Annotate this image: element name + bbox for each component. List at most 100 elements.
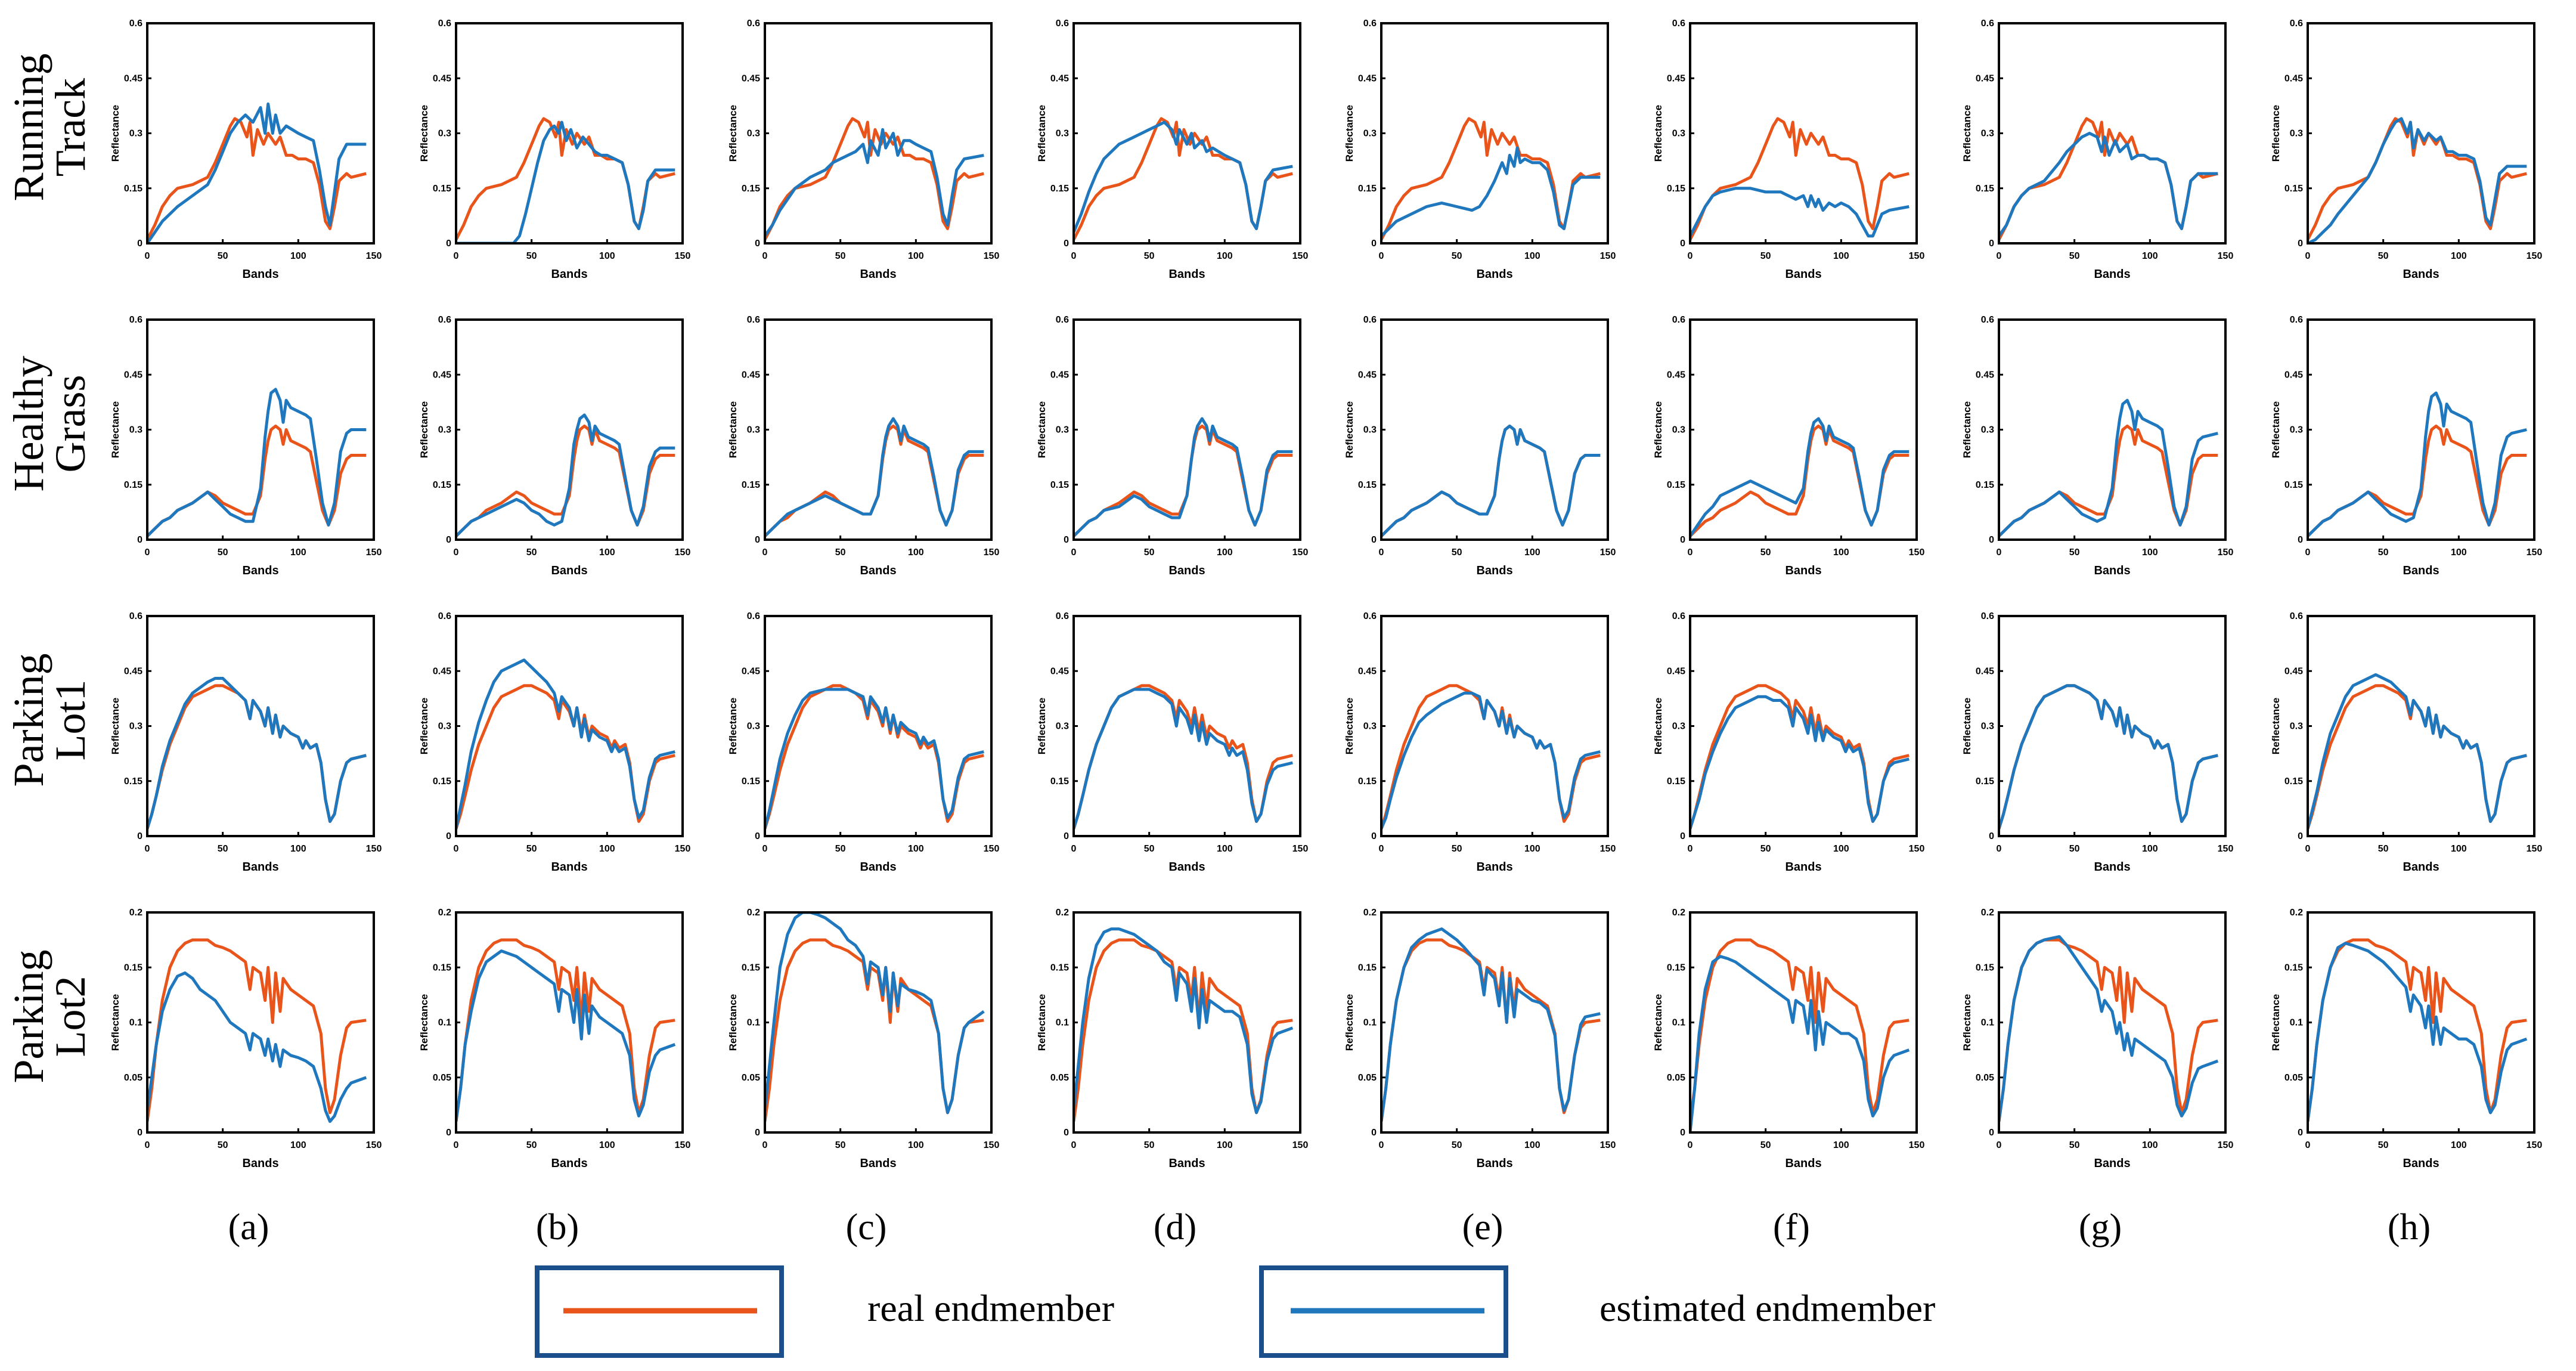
y-tick-label: 0.3	[438, 722, 451, 732]
y-tick-label: 0.15	[124, 184, 142, 194]
y-tick-label: 0.15	[742, 184, 760, 194]
y-tick-label: 0.3	[129, 129, 142, 139]
real-endmember-line	[1691, 938, 1909, 1122]
row-labels: RunningTrackHealthyGrassParkingLot1Parki…	[5, 53, 94, 1083]
spectrum-panel: 0 50 100 150 0 0.05 0.1 0.15 0.2 Bands Reflectance	[1036, 908, 1308, 1170]
y-axis-label: Reflectance	[1961, 105, 1973, 162]
x-axis-label: Bands	[1476, 861, 1512, 874]
x-tick-label: 150	[1909, 251, 1925, 261]
spectrum-panel: 0 50 100 150 0 0.15 0.3 0.45 0.6 Bands Reflectance	[1036, 611, 1308, 874]
x-axis-label: Bands	[2403, 268, 2439, 281]
y-tick-label: 0.45	[1050, 370, 1069, 380]
x-axis-label: Bands	[551, 564, 587, 577]
y-axis-label: Reflectance	[419, 994, 430, 1051]
x-axis-label: Bands	[860, 861, 896, 874]
x-axis-label: Bands	[1785, 1157, 1821, 1170]
x-tick-label: 150	[366, 547, 382, 558]
x-tick-label: 0	[1379, 251, 1384, 261]
x-tick-label: 150	[1292, 251, 1309, 261]
y-tick-label: 0.6	[129, 18, 142, 29]
plot-frame	[1689, 318, 1918, 541]
y-axis-label: Reflectance	[1344, 698, 1355, 754]
x-tick-label: 0	[1071, 1140, 1077, 1150]
y-tick-label: 0.15	[742, 963, 760, 973]
x-tick-label: 0	[1997, 1140, 2002, 1150]
y-tick-label: 0.45	[433, 666, 451, 676]
y-axis-label: Reflectance	[419, 105, 430, 162]
row-label-line: Running	[5, 53, 52, 201]
row-label: ParkingLot2	[5, 950, 94, 1084]
y-tick-label: 0.6	[438, 611, 451, 621]
y-tick-label: 0.15	[1358, 963, 1377, 973]
spectrum-panel: 0 50 100 150 0 0.15 0.3 0.45 0.6 Bands Reflectance	[1344, 18, 1616, 281]
y-tick-label: 0.6	[129, 611, 142, 621]
x-tick-label: 50	[218, 1140, 228, 1150]
column-label: (a)	[228, 1207, 269, 1248]
estimated-endmember-line	[766, 688, 984, 830]
y-tick-label: 0	[755, 535, 760, 545]
x-tick-label: 50	[2069, 251, 2080, 261]
x-tick-label: 50	[1760, 251, 1771, 261]
x-tick-label: 100	[290, 251, 306, 261]
x-tick-label: 150	[2218, 251, 2234, 261]
y-tick-label: 0	[1371, 239, 1377, 249]
y-tick-label: 0.05	[742, 1073, 760, 1083]
x-tick-label: 150	[675, 547, 691, 558]
y-tick-label: 0.6	[438, 18, 451, 29]
x-tick-label: 50	[1760, 547, 1771, 558]
x-axis-label: Bands	[551, 268, 587, 281]
y-tick-label: 0.6	[747, 315, 760, 325]
x-axis-label: Bands	[1476, 1157, 1512, 1170]
y-tick-label: 0.15	[742, 480, 760, 490]
y-tick-label: 0.15	[1358, 184, 1377, 194]
x-tick-label: 150	[366, 844, 382, 854]
y-tick-label: 0.1	[129, 1018, 142, 1028]
x-axis-label: Bands	[1168, 268, 1205, 281]
estimated-endmember-line	[457, 120, 675, 242]
x-tick-label: 150	[984, 251, 1000, 261]
y-tick-label: 0.05	[1976, 1073, 1994, 1083]
y-tick-label: 0.6	[1056, 315, 1069, 325]
spectrum-panel: 0 50 100 150 0 0.15 0.3 0.45 0.6 Bands Reflectance	[2270, 611, 2542, 874]
y-tick-label: 0.15	[1050, 963, 1069, 973]
x-tick-label: 100	[599, 1140, 615, 1150]
plot-frame	[455, 318, 684, 541]
x-tick-label: 150	[2218, 1140, 2234, 1150]
y-tick-label: 0.45	[433, 73, 451, 83]
x-axis-label: Bands	[242, 1157, 278, 1170]
x-tick-label: 100	[2451, 547, 2467, 558]
row-label-line: Parking	[5, 654, 52, 787]
y-axis-label: Reflectance	[2270, 401, 2281, 458]
y-tick-label: 0.45	[742, 73, 760, 83]
column-label: (g)	[2079, 1207, 2122, 1248]
x-tick-label: 100	[1217, 251, 1233, 261]
y-axis-label: Reflectance	[419, 401, 430, 458]
y-tick-label: 0.3	[1981, 722, 1994, 732]
y-tick-label: 0.45	[1358, 666, 1377, 676]
estimated-endmember-line	[1075, 417, 1293, 537]
x-axis-label: Bands	[860, 564, 896, 577]
x-tick-label: 50	[835, 1140, 846, 1150]
spectrum-panel: 0 50 100 150 0 0.05 0.1 0.15 0.2 Bands Reflectance	[727, 908, 999, 1170]
x-axis-label: Bands	[2403, 1157, 2439, 1170]
estimated-endmember-line	[457, 658, 675, 830]
y-tick-label: 0.6	[1363, 611, 1377, 621]
y-tick-label: 0.15	[1976, 480, 1994, 490]
y-tick-label: 0	[755, 239, 760, 249]
y-tick-label: 0.6	[1672, 315, 1685, 325]
y-tick-label: 0.45	[433, 370, 451, 380]
x-tick-label: 0	[1379, 1140, 1384, 1150]
estimated-endmember-line	[766, 417, 984, 537]
x-tick-label: 0	[762, 844, 768, 854]
row-label-line: Parking	[5, 950, 52, 1084]
x-tick-label: 50	[218, 547, 228, 558]
x-tick-label: 150	[366, 1140, 382, 1150]
x-tick-label: 100	[908, 844, 924, 854]
x-tick-label: 150	[2527, 251, 2543, 261]
estimated-endmember-line	[2000, 132, 2218, 237]
x-tick-label: 50	[2378, 251, 2389, 261]
plot-frame	[146, 615, 375, 837]
y-axis-label: Reflectance	[1653, 994, 1664, 1051]
plot-frame	[455, 615, 684, 837]
x-tick-label: 100	[2451, 844, 2467, 854]
